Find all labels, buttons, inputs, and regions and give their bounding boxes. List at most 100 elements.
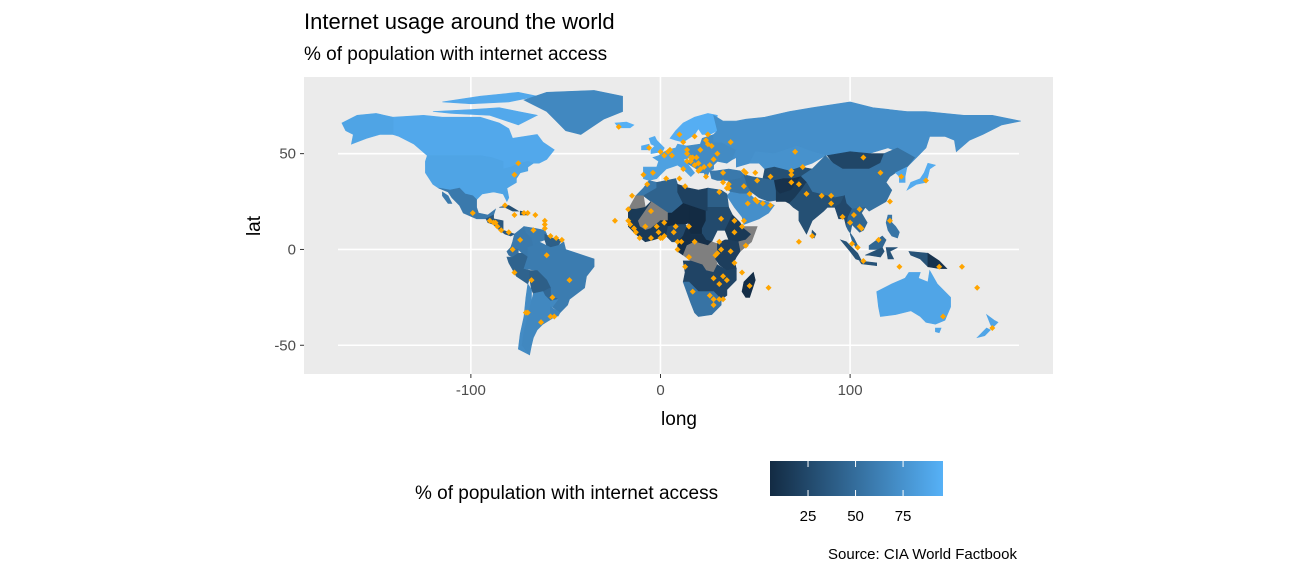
capital-point	[727, 248, 734, 255]
capital-point	[742, 169, 749, 176]
capital-point	[661, 152, 668, 159]
capital-point	[685, 223, 692, 230]
capital-point	[828, 200, 835, 207]
y-axis-title: lat	[244, 215, 265, 236]
capital-point	[649, 169, 656, 176]
capital-point	[989, 325, 996, 332]
capital-point	[695, 160, 702, 167]
capital-point	[625, 206, 632, 213]
capital-point	[718, 246, 725, 253]
capital-point	[676, 175, 683, 182]
capital-point	[958, 263, 965, 270]
capital-point	[716, 188, 723, 195]
capital-point	[740, 183, 747, 190]
capital-point	[553, 234, 560, 241]
capital-point	[674, 238, 681, 245]
capital-point	[877, 169, 884, 176]
capital-point	[668, 152, 675, 159]
legend-tick-label: 50	[847, 508, 864, 525]
capital-point	[501, 202, 508, 209]
capital-point	[663, 175, 670, 182]
chart-title: Internet usage around the world	[304, 9, 615, 34]
capital-point	[710, 302, 717, 309]
capital-point	[850, 211, 857, 218]
capital-point	[720, 273, 727, 280]
capital-point	[680, 165, 687, 172]
region-southeast-asia	[845, 206, 868, 249]
capital-point	[511, 269, 518, 276]
region-indonesia	[865, 247, 885, 258]
region-new-zealand	[985, 313, 999, 329]
region-indonesia	[885, 247, 898, 260]
capital-point	[684, 146, 691, 153]
capital-point	[759, 200, 766, 207]
capital-point	[682, 183, 689, 190]
y-tick-label: 0	[288, 241, 296, 258]
capital-point	[543, 252, 550, 259]
capital-point	[809, 233, 816, 240]
capital-point	[839, 213, 846, 220]
region-mexico	[442, 191, 453, 204]
capital-point	[547, 233, 554, 240]
capital-point	[697, 146, 704, 153]
capital-point	[648, 234, 655, 241]
capital-point	[714, 150, 721, 157]
capital-point	[849, 240, 856, 247]
capital-point	[723, 277, 730, 284]
capital-point	[739, 223, 746, 230]
x-tick-label: 100	[838, 382, 863, 399]
region-greenland	[523, 90, 623, 135]
capital-point	[767, 202, 774, 209]
capital-point	[524, 210, 531, 217]
capital-point	[744, 200, 751, 207]
capital-point	[509, 246, 516, 253]
y-tick-label: 50	[279, 146, 296, 163]
capital-point	[740, 217, 747, 224]
capital-point	[739, 269, 746, 276]
region-united-states	[341, 113, 394, 145]
capital-point	[767, 173, 774, 180]
capital-point	[718, 215, 725, 222]
capital-point	[689, 288, 696, 295]
capital-point	[511, 211, 518, 218]
capital-point	[710, 275, 717, 282]
capital-point	[940, 313, 947, 320]
capital-point	[611, 217, 618, 224]
capital-point	[522, 309, 529, 316]
capital-point	[710, 296, 717, 303]
region-australia	[876, 269, 951, 325]
capital-point	[627, 221, 634, 228]
capital-point	[860, 154, 867, 161]
capital-point	[644, 181, 651, 188]
x-tick-label: 0	[656, 382, 664, 399]
capital-point	[547, 313, 554, 320]
capital-point	[541, 225, 548, 232]
capital-point	[854, 244, 861, 251]
capital-point	[687, 158, 694, 165]
capital-point	[517, 236, 524, 243]
region-sudan	[701, 207, 733, 243]
capital-point	[515, 160, 522, 167]
chart-subtitle: % of population with internet access	[304, 44, 608, 65]
capital-point	[469, 210, 476, 217]
capital-point	[520, 210, 527, 217]
region-western-europe	[643, 143, 696, 181]
capital-points	[469, 123, 996, 332]
capital-point	[648, 208, 655, 215]
capital-point	[799, 164, 806, 171]
legend-tick-label: 75	[895, 508, 912, 525]
capital-point	[936, 263, 943, 270]
region-venezuela	[523, 226, 548, 247]
capital-point	[632, 229, 639, 236]
capital-point	[691, 238, 698, 245]
capital-point	[505, 229, 512, 236]
capital-point	[896, 263, 903, 270]
capital-point	[875, 236, 882, 243]
capital-point	[657, 148, 664, 155]
capital-point	[754, 177, 761, 184]
legend-tick-label: 25	[800, 508, 817, 525]
capital-point	[706, 292, 713, 299]
capital-point	[898, 173, 905, 180]
capital-point	[685, 254, 692, 261]
capital-point	[746, 190, 753, 197]
